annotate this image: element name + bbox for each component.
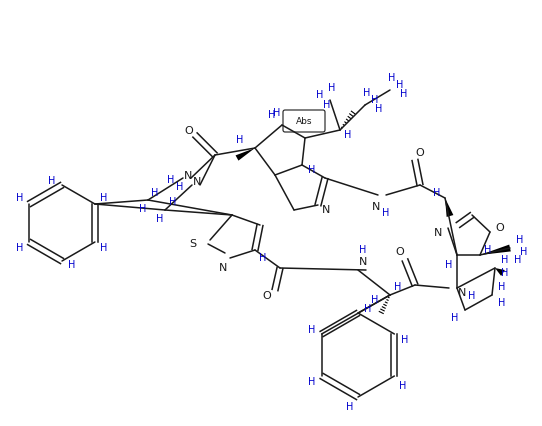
Text: H: H bbox=[498, 282, 506, 292]
Text: H: H bbox=[176, 182, 184, 192]
Text: H: H bbox=[156, 214, 164, 224]
Text: H: H bbox=[359, 245, 367, 255]
Text: H: H bbox=[308, 165, 315, 175]
Text: H: H bbox=[396, 80, 404, 90]
Text: Abs: Abs bbox=[296, 116, 312, 126]
Text: H: H bbox=[498, 298, 506, 308]
Text: H: H bbox=[167, 175, 175, 185]
Text: H: H bbox=[401, 335, 408, 345]
Polygon shape bbox=[445, 198, 453, 217]
Text: H: H bbox=[151, 188, 159, 198]
Text: H: H bbox=[169, 197, 177, 207]
Text: H: H bbox=[517, 235, 524, 245]
Text: H: H bbox=[16, 193, 24, 203]
Text: H: H bbox=[317, 90, 324, 100]
Text: H: H bbox=[395, 282, 402, 292]
Text: O: O bbox=[185, 126, 193, 136]
Text: H: H bbox=[364, 304, 372, 314]
Text: H: H bbox=[259, 253, 267, 263]
Text: H: H bbox=[308, 325, 315, 335]
Text: O: O bbox=[263, 291, 272, 301]
Text: H: H bbox=[346, 402, 354, 412]
Text: N: N bbox=[322, 205, 330, 215]
Text: H: H bbox=[451, 313, 459, 323]
Text: N: N bbox=[359, 257, 367, 267]
Text: H: H bbox=[401, 89, 408, 99]
Text: H: H bbox=[308, 377, 315, 387]
Text: H: H bbox=[375, 104, 383, 114]
Text: H: H bbox=[100, 243, 108, 253]
FancyBboxPatch shape bbox=[283, 110, 325, 132]
Text: N: N bbox=[434, 228, 442, 238]
Polygon shape bbox=[236, 148, 255, 161]
Text: O: O bbox=[495, 223, 505, 233]
Text: H: H bbox=[324, 100, 331, 110]
Text: H: H bbox=[399, 381, 406, 391]
Text: N: N bbox=[219, 263, 227, 273]
Polygon shape bbox=[480, 245, 511, 255]
Text: H: H bbox=[273, 108, 281, 118]
Text: H: H bbox=[68, 260, 76, 270]
Text: H: H bbox=[371, 95, 379, 105]
Text: H: H bbox=[382, 208, 390, 218]
Text: H: H bbox=[433, 188, 441, 198]
Text: H: H bbox=[363, 88, 371, 98]
Text: N: N bbox=[184, 171, 192, 181]
Text: O: O bbox=[416, 148, 424, 158]
Text: H: H bbox=[344, 130, 352, 140]
Text: H: H bbox=[446, 260, 453, 270]
Text: H: H bbox=[468, 291, 476, 301]
Text: H: H bbox=[236, 135, 244, 145]
Polygon shape bbox=[495, 268, 505, 276]
Text: H: H bbox=[268, 110, 276, 120]
Text: H: H bbox=[501, 255, 509, 265]
Text: H: H bbox=[100, 193, 108, 203]
Text: H: H bbox=[514, 255, 522, 265]
Text: H: H bbox=[328, 83, 335, 93]
Text: H: H bbox=[501, 268, 509, 278]
Text: H: H bbox=[48, 176, 56, 186]
Text: N: N bbox=[458, 288, 466, 298]
Text: N: N bbox=[193, 177, 201, 187]
Text: H: H bbox=[485, 245, 492, 255]
Text: H: H bbox=[16, 243, 24, 253]
Text: H: H bbox=[139, 204, 147, 214]
Text: O: O bbox=[396, 247, 404, 257]
Text: S: S bbox=[190, 239, 197, 249]
Text: H: H bbox=[371, 295, 379, 305]
Text: N: N bbox=[372, 202, 380, 212]
Text: H: H bbox=[520, 247, 528, 257]
Text: H: H bbox=[388, 73, 396, 83]
